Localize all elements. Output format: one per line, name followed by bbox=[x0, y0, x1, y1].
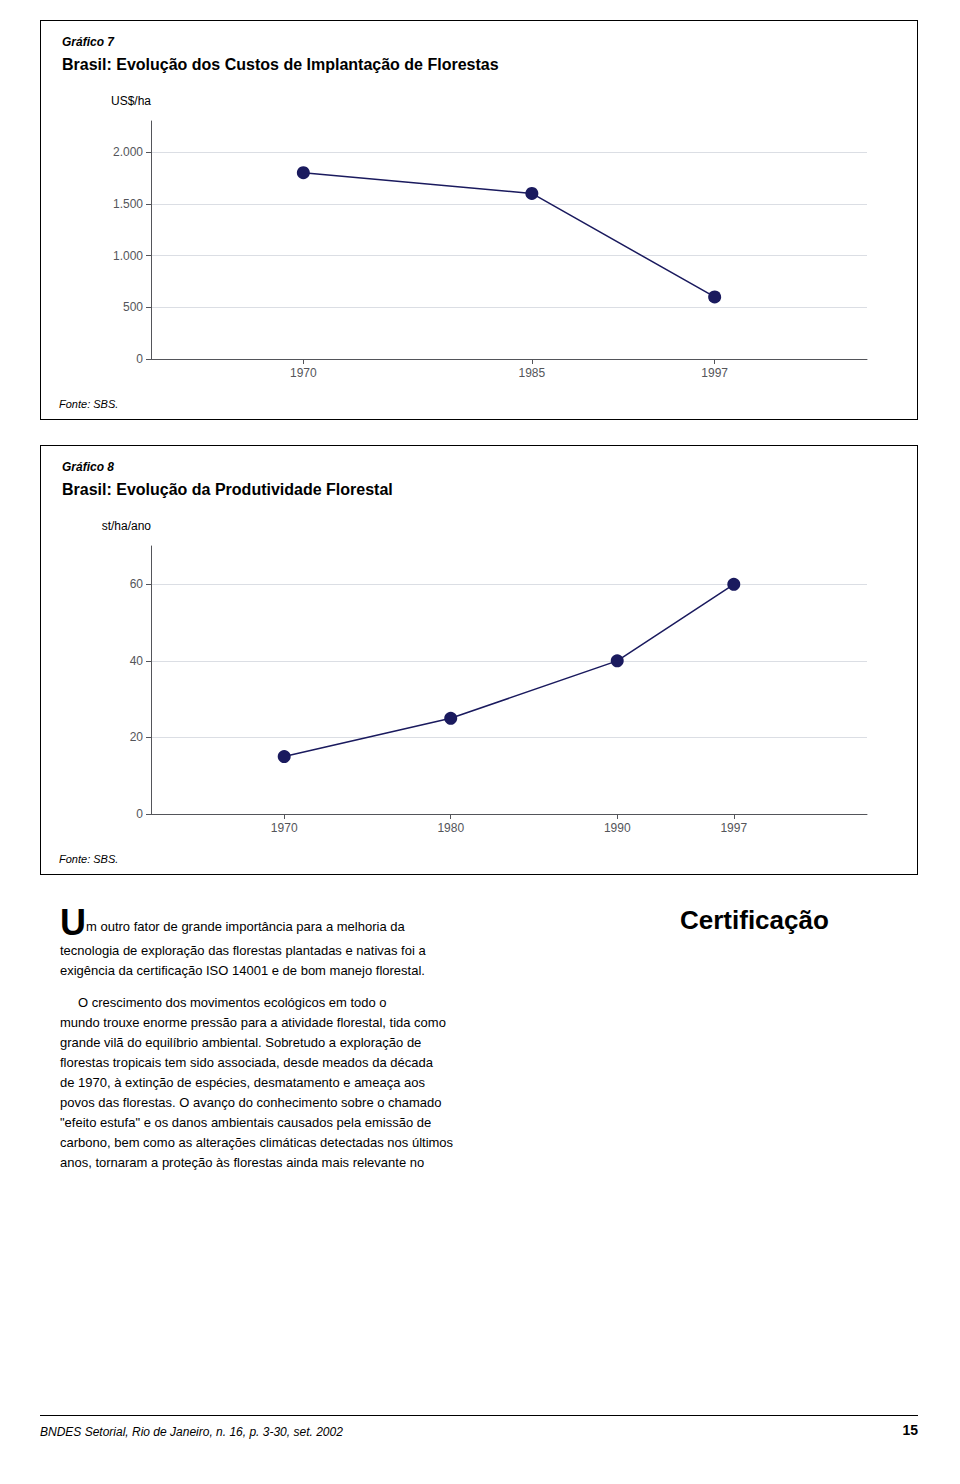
html-text:"efeito estufa" e os danos amb: "efeito estufa" e os danos ambientais ca… bbox=[60, 1115, 432, 1130]
html-text:m outro fator de grande import: m outro fator de grande importância para… bbox=[86, 919, 405, 934]
svg-text:st/ha/ano: st/ha/ano bbox=[102, 519, 152, 533]
svg-text:500: 500 bbox=[123, 300, 143, 314]
html-text:carbono, bem como as alteraçõe: carbono, bem como as alterações climátic… bbox=[60, 1135, 454, 1150]
html-text:povos das florestas. O avanço: povos das florestas. O avanço do conheci… bbox=[60, 1095, 442, 1110]
html-text:U: U bbox=[60, 902, 86, 943]
svg-text:2.000: 2.000 bbox=[113, 145, 143, 159]
html-text:mundo trouxe enorme pressão pa: mundo trouxe enorme pressão para a ativi… bbox=[60, 1015, 446, 1030]
svg-text:1.000: 1.000 bbox=[113, 249, 143, 263]
html-text:15: 15 bbox=[902, 1422, 918, 1438]
svg-text:20: 20 bbox=[130, 730, 144, 744]
svg-text:Gráfico 7: Gráfico 7 bbox=[62, 35, 115, 49]
svg-text:Brasil: Evolução dos Custos de: Brasil: Evolução dos Custos de Implantaç… bbox=[62, 56, 499, 73]
html-text:de 1970, à extinção de espécie: de 1970, à extinção de espécies, desmata… bbox=[60, 1075, 425, 1090]
svg-text:1970: 1970 bbox=[271, 821, 298, 835]
html-text:tecnologia de exploração das f: tecnologia de exploração das florestas p… bbox=[60, 943, 426, 958]
svg-text:0: 0 bbox=[136, 352, 143, 366]
svg-text:40: 40 bbox=[130, 654, 144, 668]
html-text:O crescimento dos movimentos e: O crescimento dos movimentos ecológicos … bbox=[60, 995, 387, 1010]
svg-text:1.500: 1.500 bbox=[113, 197, 143, 211]
svg-text:US$/ha: US$/ha bbox=[111, 94, 151, 108]
html-text:BNDES Setorial, Rio de Janeiro: BNDES Setorial, Rio de Janeiro, n. 16, p… bbox=[40, 1425, 343, 1439]
html-text:exigência da certificação ISO: exigência da certificação ISO 14001 e de… bbox=[60, 963, 425, 978]
svg-text:1970: 1970 bbox=[290, 366, 317, 380]
svg-text:Gráfico 8: Gráfico 8 bbox=[62, 460, 114, 474]
svg-text:Fonte: SBS.: Fonte: SBS. bbox=[59, 853, 118, 865]
svg-text:0: 0 bbox=[136, 807, 143, 821]
svg-text:1985: 1985 bbox=[518, 366, 545, 380]
html-text:anos, tornaram a proteção às f: anos, tornaram a proteção às florestas a… bbox=[60, 1155, 425, 1170]
html-text:grande vilã do equilíbrio ambi: grande vilã do equilíbrio ambiental. Sob… bbox=[60, 1035, 422, 1050]
svg-text:1997: 1997 bbox=[701, 366, 728, 380]
svg-text:Fonte: SBS.: Fonte: SBS. bbox=[59, 398, 118, 410]
svg-text:1980: 1980 bbox=[437, 821, 464, 835]
svg-text:1990: 1990 bbox=[604, 821, 631, 835]
svg-text:60: 60 bbox=[130, 577, 144, 591]
svg-text:1997: 1997 bbox=[720, 821, 747, 835]
html-text:florestas tropicais tem sido a: florestas tropicais tem sido associada, … bbox=[60, 1055, 433, 1070]
svg-text:Brasil: Evolução da Produtivid: Brasil: Evolução da Produtividade Flores… bbox=[62, 481, 393, 498]
html-text:Certificação: Certificação bbox=[680, 905, 829, 935]
